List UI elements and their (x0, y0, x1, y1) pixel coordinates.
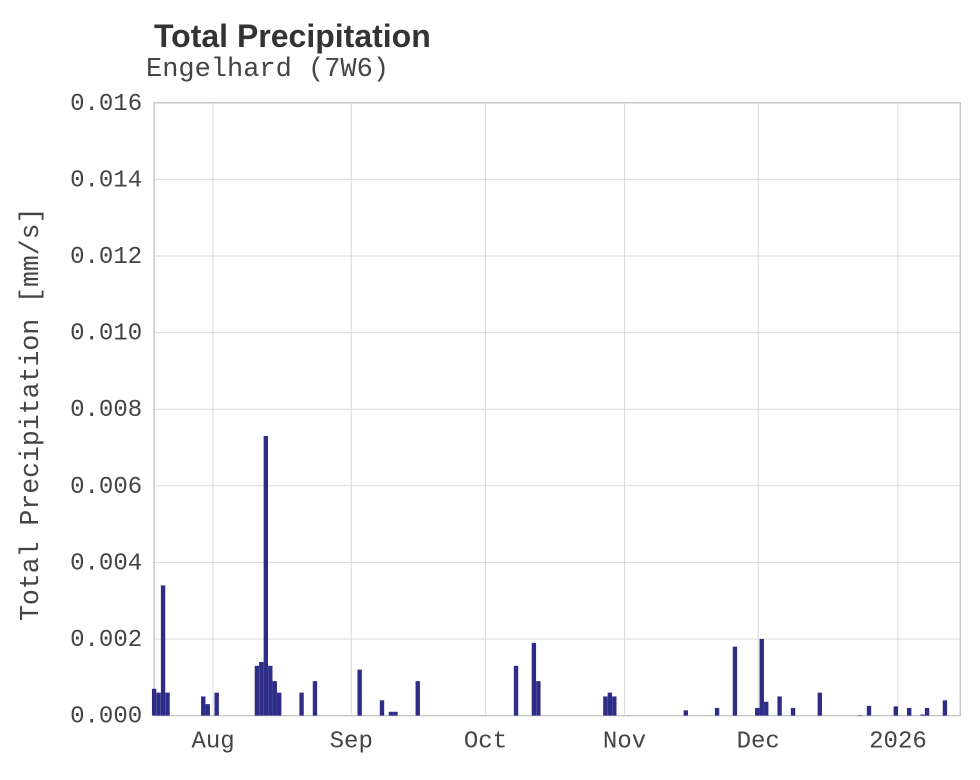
svg-text:0.010: 0.010 (70, 321, 142, 348)
svg-text:0.002: 0.002 (70, 627, 142, 654)
svg-text:0.016: 0.016 (70, 91, 142, 118)
svg-text:Aug: Aug (191, 729, 234, 756)
svg-text:Sep: Sep (330, 729, 373, 756)
svg-text:Dec: Dec (737, 729, 780, 756)
svg-text:Oct: Oct (464, 729, 507, 756)
svg-text:Nov: Nov (603, 729, 646, 756)
svg-text:0.006: 0.006 (70, 474, 142, 501)
svg-text:0.012: 0.012 (70, 244, 142, 271)
svg-text:0.004: 0.004 (70, 550, 142, 577)
svg-text:2026: 2026 (869, 729, 927, 756)
svg-text:0.014: 0.014 (70, 167, 142, 194)
svg-text:0.000: 0.000 (70, 704, 142, 731)
svg-text:0.008: 0.008 (70, 397, 142, 424)
